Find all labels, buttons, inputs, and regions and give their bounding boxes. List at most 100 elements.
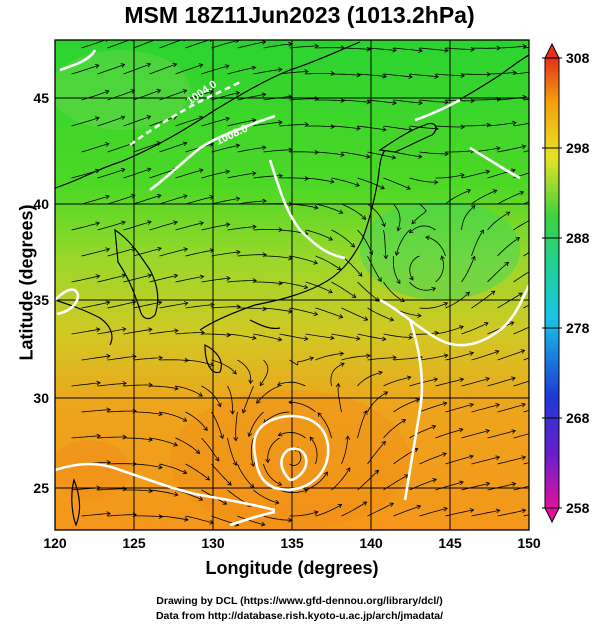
streamline-arrowhead xyxy=(106,407,111,413)
streamline xyxy=(435,73,465,77)
streamline-arrowhead xyxy=(248,379,254,385)
streamline-arrowhead xyxy=(538,119,542,123)
streamline-arrowhead xyxy=(511,376,516,382)
streamline-arrowhead xyxy=(106,353,111,359)
streamline-arrowhead xyxy=(95,221,101,226)
streamline-arrowhead xyxy=(494,349,500,355)
streamline-arrowhead xyxy=(470,98,475,104)
streamline-arrowhead xyxy=(440,255,445,260)
streamline xyxy=(393,399,420,413)
streamline-arrowhead xyxy=(345,435,351,440)
streamline xyxy=(201,277,231,283)
streamline-arrowhead xyxy=(459,377,465,383)
streamline-arrowhead xyxy=(365,154,371,159)
streamline xyxy=(97,64,125,75)
streamline xyxy=(513,271,529,283)
streamline-arrowhead xyxy=(174,328,179,334)
streamline xyxy=(278,432,306,439)
streamline xyxy=(237,41,266,49)
streamline-arrowhead xyxy=(469,351,475,356)
streamline xyxy=(71,64,100,75)
streamline xyxy=(317,412,332,439)
streamline xyxy=(487,122,517,127)
streamline-arrowhead xyxy=(495,403,501,408)
streamline xyxy=(263,43,292,49)
streamline-arrowhead xyxy=(409,276,414,281)
streamline xyxy=(123,384,153,387)
streamline-arrowhead xyxy=(262,145,267,151)
streamline-arrowhead xyxy=(490,290,496,295)
streamline xyxy=(81,195,110,205)
streamline xyxy=(253,333,282,341)
streamline xyxy=(461,430,490,439)
streamline xyxy=(331,125,361,130)
streamline-arrowhead xyxy=(340,152,345,157)
streamline xyxy=(513,71,529,75)
streamline-arrowhead xyxy=(389,316,395,322)
streamline xyxy=(471,290,496,309)
streamline xyxy=(123,489,153,492)
streamline-arrowhead xyxy=(374,297,380,302)
streamline-arrowhead xyxy=(195,449,201,454)
streamline xyxy=(248,411,264,437)
map-title: MSM 18Z11Jun2023 (1013.2hPa) xyxy=(124,2,475,28)
streamline xyxy=(211,306,241,309)
streamline xyxy=(471,229,484,257)
streamline-arrowhead xyxy=(199,221,205,226)
streamline-arrowhead xyxy=(396,226,402,232)
streamline-arrowhead xyxy=(259,381,264,387)
streamline xyxy=(133,142,161,153)
streamline xyxy=(149,489,178,496)
streamline xyxy=(227,226,257,231)
streamline xyxy=(411,203,427,224)
streamline-arrowhead xyxy=(356,125,361,131)
streamline-arrowhead xyxy=(236,249,241,255)
streamline-arrowhead xyxy=(183,247,189,252)
wind-streamlines xyxy=(71,40,542,527)
streamline-arrowhead xyxy=(460,173,465,178)
colorbar-label-288: 288 xyxy=(566,230,590,246)
streamline xyxy=(123,328,152,335)
streamline-arrowhead xyxy=(394,251,400,256)
streamline xyxy=(315,504,342,517)
streamline xyxy=(357,73,387,77)
streamline-arrowhead xyxy=(95,274,101,279)
streamline-arrowhead xyxy=(158,411,163,417)
streamline xyxy=(159,248,188,257)
streamline-arrowhead xyxy=(173,442,178,447)
streamline xyxy=(237,463,255,488)
streamline xyxy=(71,222,100,231)
streamline xyxy=(159,515,189,521)
streamline-arrowhead xyxy=(120,167,126,173)
streamline xyxy=(71,487,101,491)
streamline xyxy=(341,255,363,277)
streamline-arrowhead xyxy=(418,48,423,53)
streamline xyxy=(445,150,475,153)
streamline-arrowhead xyxy=(182,141,188,147)
streamline xyxy=(435,481,464,491)
streamline xyxy=(367,255,382,282)
streamline xyxy=(81,355,111,361)
streamline xyxy=(289,45,319,49)
streamline-arrowhead xyxy=(336,265,342,271)
streamline xyxy=(513,433,529,439)
streamline xyxy=(289,151,319,153)
streamline-arrowhead xyxy=(357,272,363,277)
streamline-arrowhead xyxy=(328,236,334,241)
streamline-arrowhead xyxy=(205,475,211,481)
streamline-arrowhead xyxy=(217,402,222,408)
colorbar-label-278: 278 xyxy=(566,320,590,336)
streamline xyxy=(383,333,413,338)
streamline xyxy=(107,410,137,413)
streamline-arrowhead xyxy=(182,469,188,475)
streamline-arrowhead xyxy=(209,248,215,253)
streamline xyxy=(263,149,293,153)
streamline xyxy=(393,203,401,231)
streamline-arrowhead xyxy=(432,478,437,483)
streamline xyxy=(279,489,308,493)
streamline xyxy=(331,281,357,298)
streamline xyxy=(253,175,283,179)
streamline-arrowhead xyxy=(199,168,204,173)
streamline xyxy=(107,514,137,517)
streamline xyxy=(409,177,438,183)
